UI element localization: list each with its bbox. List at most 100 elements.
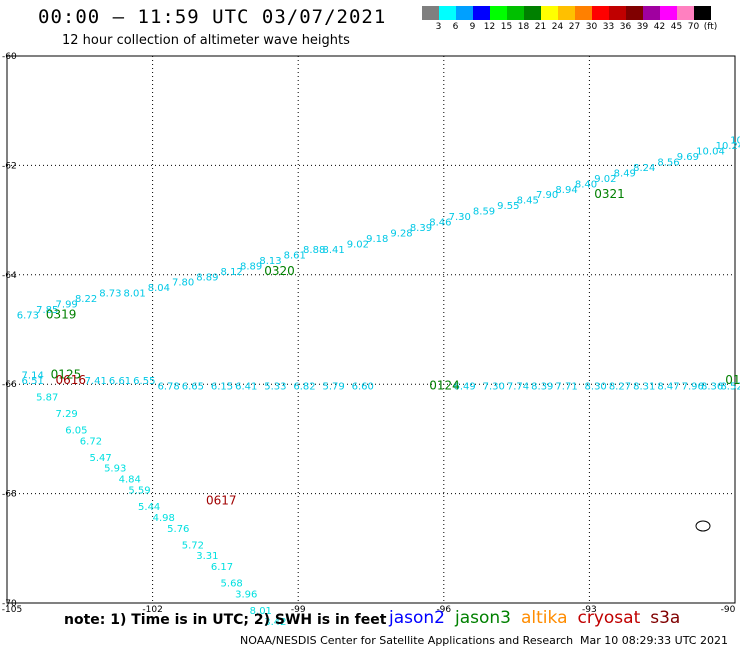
generation-timestamp: Mar 10 08:29:33 UTC 2021 [580, 634, 728, 647]
swh-value-label: 7.41 [85, 376, 107, 387]
legend-swatch [439, 6, 456, 20]
swh-value-label: 3.31 [196, 551, 218, 562]
swh-value-label: 8.24 [633, 163, 655, 174]
legend-label: 18 [517, 22, 530, 32]
swh-value-label: 3.96 [235, 590, 257, 601]
swh-value-label: 7.71 [555, 382, 577, 393]
swh-value-label: 5.87 [36, 393, 58, 404]
swh-value-label: 6.49 [454, 382, 476, 393]
swh-value-label: 8.59 [473, 207, 495, 218]
page-title: 00:00 – 11:59 UTC 03/07/2021 [38, 6, 387, 28]
lat-tick-label: -62 [2, 161, 17, 171]
pass-time-label: 0319 [46, 308, 77, 322]
swh-value-label: 7.99 [56, 300, 78, 311]
lon-tick-label: -90 [721, 605, 736, 615]
lat-tick-label: -66 [2, 380, 17, 390]
swh-value-label: 5.44 [138, 502, 160, 513]
swh-value-label: 6.55 [133, 376, 155, 387]
legend-label: (ft) [703, 22, 718, 32]
pass-time-label: 0321 [594, 187, 625, 201]
swh-value-label: 8.52 [720, 382, 740, 393]
lon-tick-label: -102 [142, 605, 162, 615]
swh-value-label: 10.24 [716, 141, 740, 152]
swh-value-label: 8.39 [410, 223, 432, 234]
page-subtitle: 12 hour collection of altimeter wave hei… [62, 33, 350, 48]
lat-tick-label: -70 [2, 599, 17, 609]
swh-value-label: 8.88 [303, 245, 325, 256]
swh-value-label: 5.68 [221, 579, 243, 590]
lat-tick-label: -60 [2, 52, 17, 62]
swh-value-label: 6.61 [109, 376, 131, 387]
swh-value-label: 7.29 [56, 409, 78, 420]
legend-label: 15 [500, 22, 513, 32]
swh-value-label: 9.55 [497, 201, 519, 212]
lon-tick-label: -105 [2, 605, 22, 615]
mission-legend: jason2 jason3 altika cryosat s3a [389, 608, 690, 628]
mission-name: jason3 [455, 608, 511, 628]
legend-label: 42 [653, 22, 666, 32]
swh-value-label: 5.47 [90, 453, 112, 464]
swh-value-label: 8.41 [322, 245, 344, 256]
legend-swatch [643, 6, 660, 20]
legend-swatch [524, 6, 541, 20]
legend-label: 27 [568, 22, 581, 32]
swh-value-label: 8.12 [221, 267, 243, 278]
swh-value-label: 8.94 [555, 185, 577, 196]
swh-value-label: 8.01 [123, 289, 145, 300]
swh-value-label: 8.89 [196, 272, 218, 283]
swh-value-label: 6.15 [211, 382, 233, 393]
legend-label: 39 [636, 22, 649, 32]
swh-value-label: 4.84 [119, 475, 141, 486]
legend-label: 36 [619, 22, 632, 32]
swh-value-label: 8.73 [99, 289, 121, 300]
swh-value-label: 7.14 [22, 371, 44, 382]
swh-value-label: 8.27 [609, 382, 631, 393]
pass-time-label: 0617 [206, 494, 237, 508]
pass-time-label: 0320 [264, 264, 295, 278]
footnote: note: 1) Time is in UTC; 2) SWH is in fe… [64, 612, 387, 628]
swh-value-label: 7.30 [449, 212, 471, 223]
legend-swatch [541, 6, 558, 20]
swh-value-label: 7.90 [536, 190, 558, 201]
swh-value-label: 9.02 [594, 174, 616, 185]
swh-value-label: 6.73 [17, 311, 39, 322]
legend-label: 21 [534, 22, 547, 32]
swh-value-label: 10.04 [696, 146, 725, 157]
swh-value-label: 6.51 [22, 376, 44, 387]
pass-time-label: 0124 [429, 379, 460, 393]
swh-value-label: 6.17 [211, 562, 233, 573]
swh-value-label: 8.47 [657, 382, 679, 393]
swh-value-label: 8.46 [429, 218, 451, 229]
legend-label: 12 [483, 22, 496, 32]
swh-value-label: 5.93 [104, 464, 126, 475]
legend-label: 24 [551, 22, 564, 32]
legend-swatch [575, 6, 592, 20]
swh-value-label: 5.79 [322, 382, 344, 393]
swh-value-label: 10.55 [730, 136, 740, 147]
swh-value-label: 5.33 [264, 382, 286, 393]
legend-label: 3 [435, 22, 442, 32]
swh-value-label: 8.13 [259, 256, 281, 267]
legend-swatch [626, 6, 643, 20]
swh-value-label: 3.42 [264, 617, 286, 628]
credit-text: NOAA/NESDIS Center for Satellite Applica… [240, 634, 574, 647]
legend-label: 30 [585, 22, 598, 32]
swh-value-label: 8.89 [240, 261, 262, 272]
swh-value-label: 8.04 [148, 283, 170, 294]
lon-tick-label: -93 [582, 605, 597, 615]
island-outline [695, 520, 711, 532]
swh-value-label: 8.30 [585, 382, 607, 393]
swh-value-label: 7.80 [172, 278, 194, 289]
legend-swatch [490, 6, 507, 20]
swh-value-label: 8.45 [517, 196, 539, 207]
lat-tick-label: -68 [2, 490, 17, 500]
swh-value-label: 8.49 [614, 168, 636, 179]
swh-value-label: 9.18 [366, 234, 388, 245]
map-frame [6, 55, 736, 604]
swh-value-label: 8.01 [250, 606, 272, 617]
pass-time-label: 01 [725, 373, 740, 387]
swh-value-label: 6.60 [352, 382, 374, 393]
swh-value-label: 7.30 [483, 382, 505, 393]
legend-label: 70 [687, 22, 700, 32]
